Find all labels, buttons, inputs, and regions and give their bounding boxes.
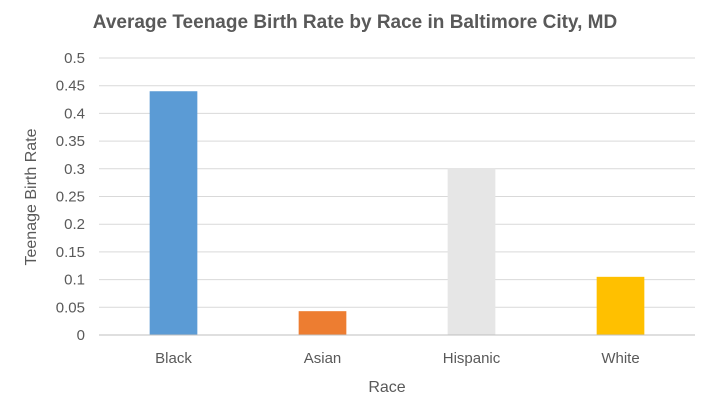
y-tick-label: 0 xyxy=(77,327,85,344)
x-axis-ticks: Black Asian Hispanic White xyxy=(155,350,640,367)
x-tick-label-asian: Asian xyxy=(304,350,342,367)
bar-black xyxy=(149,91,198,336)
bars xyxy=(149,91,645,336)
x-tick-label-hispanic: Hispanic xyxy=(443,350,501,367)
y-tick-label: 0.15 xyxy=(56,244,85,261)
bar-white xyxy=(596,276,645,335)
y-tick-label: 0.45 xyxy=(56,78,85,95)
gridlines xyxy=(99,57,695,308)
y-tick-label: 0.05 xyxy=(56,299,85,316)
bar-asian xyxy=(298,311,347,335)
y-axis-ticks: 0 0.05 0.1 0.15 0.2 0.25 0.3 0.35 0.4 0.45 0.5 xyxy=(56,50,85,344)
y-tick-label: 0.5 xyxy=(64,50,85,67)
x-tick-label-black: Black xyxy=(155,350,192,367)
y-tick-label: 0.1 xyxy=(64,272,85,289)
y-axis-label: Teenage Birth Rate xyxy=(23,128,40,265)
chart-title: Average Teenage Birth Rate by Race in Ba… xyxy=(93,12,617,33)
x-axis-label: Race xyxy=(368,379,405,396)
y-tick-label: 0.2 xyxy=(64,216,85,233)
y-tick-label: 0.4 xyxy=(64,105,85,122)
y-tick-label: 0.3 xyxy=(64,161,85,178)
y-tick-label: 0.25 xyxy=(56,189,85,206)
bar-hispanic xyxy=(447,168,496,335)
x-tick-label-white: White xyxy=(601,350,639,367)
y-tick-label: 0.35 xyxy=(56,133,85,150)
